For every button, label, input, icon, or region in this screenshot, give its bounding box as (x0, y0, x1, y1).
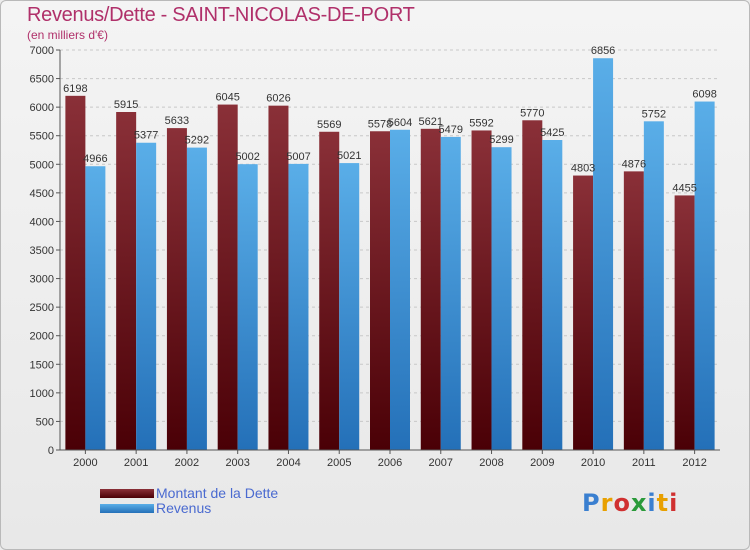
x-tick-label: 2012 (682, 457, 706, 469)
x-tick-label: 2003 (225, 457, 249, 469)
revenus-bar (542, 140, 563, 450)
y-tick-label: 3500 (30, 245, 54, 257)
revenus-bar (237, 164, 258, 450)
value-label: 5915 (114, 99, 138, 111)
dette-bar (623, 171, 644, 450)
value-labels: 6198 4966 5915 5377 5633 5292 6045 5002 6026 5007… (63, 45, 717, 194)
y-tick-label: 500 (36, 416, 54, 428)
revenus-bar (390, 129, 410, 450)
x-tick-label: 2005 (327, 457, 351, 469)
y-tick-label: 1000 (30, 388, 54, 400)
revenus-bar (694, 101, 715, 451)
value-label: 5021 (337, 150, 361, 162)
value-label: 5592 (469, 117, 493, 129)
value-label: 6198 (63, 83, 87, 95)
value-label: 6856 (591, 45, 615, 57)
y-tick-label: 0 (48, 445, 54, 457)
value-label: 5604 (388, 117, 412, 129)
revenus-bar (491, 147, 512, 450)
value-label: 5299 (489, 134, 513, 146)
y-tick-label: 1500 (30, 359, 54, 371)
dette-bar (268, 105, 289, 451)
y-tick-label: 2500 (30, 302, 54, 314)
value-label: 5002 (235, 151, 259, 163)
y-tick-label: 4000 (30, 216, 54, 228)
x-tick-label: 2002 (175, 457, 199, 469)
dette-bar (522, 120, 543, 451)
x-tick-label: 2001 (124, 457, 148, 469)
x-tick-label: 2008 (479, 457, 503, 469)
y-tick-label: 5500 (30, 131, 54, 143)
legend-item-dette: Montant de la Dette (100, 486, 278, 501)
x-tick-label: 2011 (632, 457, 656, 469)
dette-bar (65, 95, 86, 450)
x-tick-label: 2007 (429, 457, 453, 469)
value-label: 5621 (419, 116, 443, 128)
y-tick-label: 6500 (30, 74, 54, 86)
dette-bar (217, 104, 238, 451)
y-tick-label: 5000 (30, 159, 54, 171)
value-label: 4803 (571, 163, 595, 175)
y-axis: 0 500 1000 1500 2000 2500 3000 3500 4000 4500 5000… (30, 45, 61, 457)
dette-bar (116, 112, 137, 450)
dette-bar (166, 128, 187, 450)
x-axis: 2000 2001 2002 2003 2004 2005 2006 2007 2008 2009… (60, 449, 720, 469)
chart-subtitle: (en milliers d'€) (27, 28, 108, 42)
legend-swatch-revenus (100, 504, 154, 513)
x-tick-label: 2006 (378, 457, 402, 469)
legend-label-revenus: Revenus (156, 500, 212, 516)
revenus-bar (288, 163, 309, 450)
revenus-bar (339, 163, 360, 451)
legend-label-dette: Montant de la Dette (156, 485, 279, 501)
proxiti-logo: Proxiti (582, 489, 679, 517)
x-tick-label: 2000 (73, 457, 97, 469)
revenus-bar (593, 58, 614, 450)
x-tick-label: 2010 (581, 457, 605, 469)
value-label: 5569 (317, 119, 341, 131)
legend-swatch-dette (100, 489, 154, 498)
y-tick-label: 3000 (30, 274, 54, 286)
dette-bar (370, 131, 390, 450)
dette-bar (420, 128, 441, 451)
value-label: 4455 (672, 182, 696, 194)
revenus-bar (85, 166, 106, 450)
y-tick-label: 4500 (30, 188, 54, 200)
value-label: 5292 (185, 135, 209, 147)
revenus-bar (643, 121, 664, 451)
legend: Montant de la Dette Revenus (100, 486, 278, 516)
y-tick-label: 6000 (30, 102, 54, 114)
dette-bar (573, 175, 594, 451)
dette-bar (471, 130, 492, 450)
x-tick-label: 2004 (276, 457, 300, 469)
revenus-bar (136, 142, 157, 450)
value-label: 5377 (134, 130, 158, 142)
value-label: 5770 (520, 107, 544, 119)
value-label: 6045 (215, 92, 239, 104)
value-label: 6026 (266, 93, 290, 105)
bars (65, 58, 715, 451)
legend-item-revenus: Revenus (100, 501, 278, 516)
y-tick-label: 7000 (30, 45, 54, 57)
value-label: 5633 (165, 115, 189, 127)
dette-bar (674, 195, 695, 450)
value-label: 4876 (622, 158, 646, 170)
chart-title: Revenus/Dette - SAINT-NICOLAS-DE-PORT (27, 4, 415, 26)
y-tick-label: 2000 (30, 331, 54, 343)
value-label: 4966 (83, 153, 107, 165)
dette-bar (319, 131, 340, 450)
value-label: 5578 (368, 118, 392, 130)
x-tick-label: 2009 (530, 457, 554, 469)
revenus-bar (440, 136, 461, 450)
value-label: 5752 (642, 108, 666, 120)
value-label: 5007 (286, 151, 310, 163)
value-label: 5425 (540, 127, 564, 139)
revenus-bar (186, 147, 207, 450)
value-label: 5479 (439, 124, 463, 136)
value-label: 6098 (692, 89, 716, 101)
